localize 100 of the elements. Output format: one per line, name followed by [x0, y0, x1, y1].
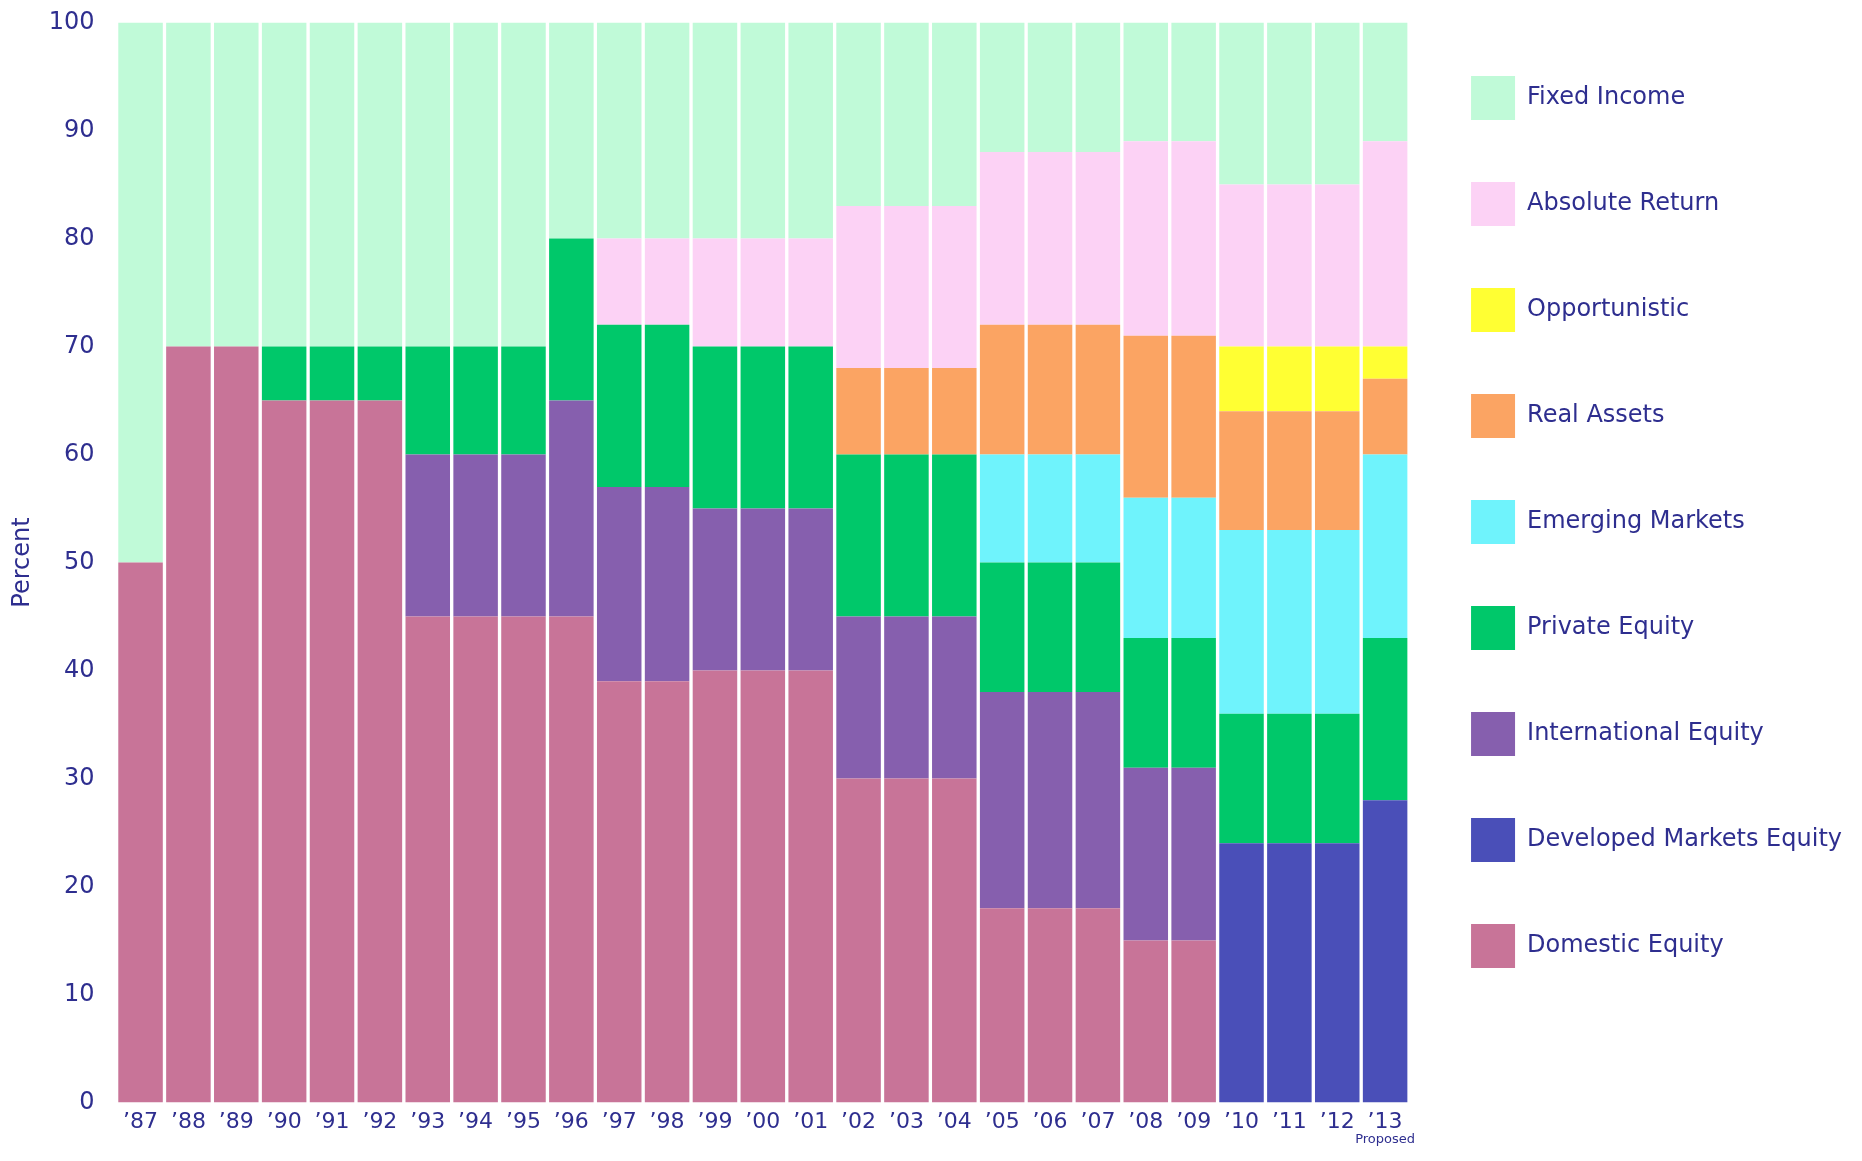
- x-tick-label: ’04: [936, 1107, 972, 1133]
- bar: [1267, 184, 1312, 347]
- bar: [1267, 843, 1312, 1103]
- bar: [596, 22, 642, 239]
- bar: [1219, 346, 1264, 412]
- bar: [644, 22, 690, 239]
- bar: [692, 670, 738, 1103]
- bar: [1027, 454, 1073, 563]
- bar: [1123, 141, 1169, 336]
- bar: [932, 454, 977, 617]
- bar: [1314, 184, 1360, 347]
- bar: [596, 681, 642, 1103]
- x-tick-label: ’97: [601, 1107, 637, 1133]
- bar: [405, 616, 451, 1103]
- bar: [740, 238, 786, 347]
- x-tick-label: ’02: [841, 1107, 877, 1133]
- x-tick-label: ’92: [362, 1107, 398, 1133]
- bar: [644, 486, 690, 682]
- x-tick-label: ’94: [458, 1107, 494, 1133]
- bar: [501, 616, 546, 1103]
- x-tick-label: ’01: [793, 1107, 829, 1133]
- bar: [740, 508, 786, 671]
- bar: [740, 22, 786, 239]
- x-tick-label: ’95: [505, 1107, 541, 1133]
- bar: [884, 616, 929, 779]
- bar: [836, 778, 881, 1103]
- x-tick-label: ’12: [1319, 1107, 1355, 1133]
- bar: [788, 508, 833, 671]
- bar: [1362, 638, 1408, 801]
- bar: [1362, 346, 1408, 379]
- bar: [979, 908, 1025, 1103]
- bar: [1171, 940, 1216, 1103]
- bar: [1314, 530, 1360, 714]
- bar: [1075, 152, 1121, 325]
- bar: [453, 346, 498, 455]
- legend-label: International Equity: [1527, 718, 1764, 747]
- bar: [501, 454, 546, 617]
- bar: [1123, 638, 1169, 768]
- bar: [261, 400, 307, 1103]
- text: Proposed: [1355, 1130, 1416, 1146]
- y-tick-label: 20: [64, 870, 95, 899]
- bar: [1362, 800, 1408, 1103]
- bar: [309, 22, 355, 347]
- bar: [1075, 454, 1121, 563]
- bar: [884, 778, 929, 1103]
- bar: [1171, 22, 1216, 142]
- y-tick-label: 70: [64, 330, 95, 359]
- x-tick-label: ’89: [218, 1107, 254, 1133]
- bar: [1219, 22, 1264, 185]
- bar: [214, 22, 259, 347]
- x-tick-label: ’09: [1176, 1107, 1212, 1133]
- bar: [979, 562, 1025, 693]
- x-tick-label: ’91: [314, 1107, 350, 1133]
- y-tick-label: 0: [79, 1086, 95, 1115]
- bar: [836, 206, 881, 369]
- y-axis-title: Percent: [6, 517, 35, 608]
- x-tick-label: ’88: [170, 1107, 206, 1133]
- bar: [1219, 411, 1264, 531]
- bar: [549, 400, 594, 617]
- bar: [692, 238, 738, 347]
- bar: [1123, 767, 1169, 941]
- bar: [1027, 692, 1073, 909]
- bar: [1123, 497, 1169, 639]
- bar: [309, 346, 355, 401]
- bar: [644, 238, 690, 325]
- x-tick-label: ’00: [745, 1107, 781, 1133]
- bar: [884, 22, 929, 207]
- bar: [979, 454, 1025, 563]
- bar: [1171, 638, 1216, 768]
- y-tick-label: 80: [64, 222, 95, 251]
- bar: [166, 346, 211, 1103]
- bar: [644, 324, 690, 487]
- bar: [1314, 22, 1360, 185]
- bar: [1362, 378, 1408, 455]
- bar: [261, 22, 307, 347]
- legend-label: Fixed Income: [1527, 82, 1686, 111]
- x-tick-label: ’96: [553, 1107, 589, 1133]
- bar: [166, 22, 211, 347]
- bar: [1123, 335, 1169, 498]
- bar: [357, 400, 403, 1103]
- bar: [979, 324, 1025, 455]
- bar: [1362, 22, 1408, 142]
- bar: [932, 22, 977, 207]
- x-tick-label: ’99: [697, 1107, 733, 1133]
- bar: [1123, 22, 1169, 142]
- bar: [1123, 940, 1169, 1103]
- y-tick-label: 10: [64, 978, 95, 1007]
- bar: [884, 368, 929, 455]
- bar: [1075, 22, 1121, 153]
- bar: [1219, 713, 1264, 844]
- x-tick-label: ’05: [984, 1107, 1020, 1133]
- bar: [1267, 713, 1312, 844]
- x-tick-label: ’11: [1271, 1107, 1307, 1133]
- legend-label: Developed Markets Equity: [1527, 824, 1842, 853]
- bar: [357, 346, 403, 401]
- bar: [405, 22, 451, 347]
- bar: [1027, 152, 1073, 325]
- bar: [932, 206, 977, 369]
- bar: [1075, 562, 1121, 693]
- y-tick-label: 30: [64, 762, 95, 791]
